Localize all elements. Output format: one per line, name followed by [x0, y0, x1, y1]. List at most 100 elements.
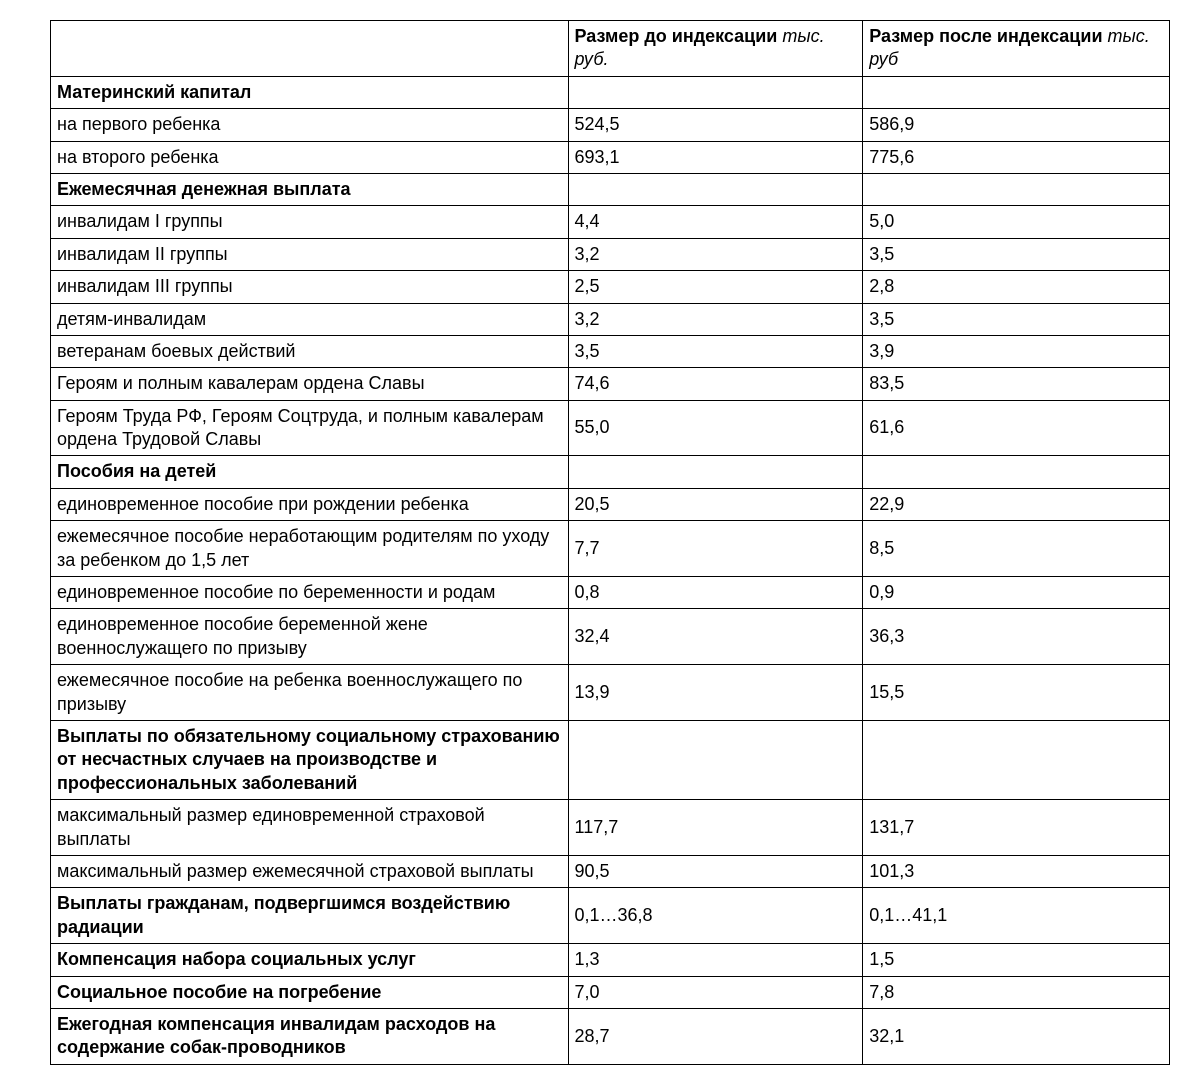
row-before: 0,8 — [568, 577, 863, 609]
row-before: 7,7 — [568, 521, 863, 577]
table-row: детям-инвалидам3,23,5 — [51, 303, 1170, 335]
table-row: Пособия на детей — [51, 456, 1170, 488]
row-after: 15,5 — [863, 665, 1170, 721]
row-after: 5,0 — [863, 206, 1170, 238]
row-label: инвалидам I группы — [51, 206, 569, 238]
table-row: инвалидам II группы3,23,5 — [51, 238, 1170, 270]
row-label: ежемесячное пособие на ребенка военнослу… — [51, 665, 569, 721]
row-before: 4,4 — [568, 206, 863, 238]
row-label: инвалидам III группы — [51, 271, 569, 303]
row-before: 693,1 — [568, 141, 863, 173]
row-label: Ежемесячная денежная выплата — [51, 173, 569, 205]
row-before: 3,2 — [568, 303, 863, 335]
row-label: ветеранам боевых действий — [51, 335, 569, 367]
header-after-bold: Размер после индексации — [869, 26, 1107, 46]
table-row: инвалидам III группы2,52,8 — [51, 271, 1170, 303]
table-row: максимальный размер ежемесячной страхово… — [51, 855, 1170, 887]
row-label: Героям и полным кавалерам ордена Славы — [51, 368, 569, 400]
header-after: Размер после индексации тыс. руб — [863, 21, 1170, 77]
table-row: единовременное пособие при рождении ребе… — [51, 488, 1170, 520]
row-after: 0,1…41,1 — [863, 888, 1170, 944]
row-label: Ежегодная компенсация инвалидам расходов… — [51, 1008, 569, 1064]
row-label: Выплаты по обязательному социальному стр… — [51, 720, 569, 799]
row-before: 13,9 — [568, 665, 863, 721]
row-after: 22,9 — [863, 488, 1170, 520]
row-after: 61,6 — [863, 400, 1170, 456]
table-row: Героям Труда РФ, Героям Соцтруда, и полн… — [51, 400, 1170, 456]
row-before: 0,1…36,8 — [568, 888, 863, 944]
row-label: Пособия на детей — [51, 456, 569, 488]
row-before: 3,5 — [568, 335, 863, 367]
row-label: единовременное пособие беременной жене в… — [51, 609, 569, 665]
row-before — [568, 76, 863, 108]
row-label: на первого ребенка — [51, 109, 569, 141]
row-after: 101,3 — [863, 855, 1170, 887]
row-before: 7,0 — [568, 976, 863, 1008]
row-after — [863, 173, 1170, 205]
table-row: Ежемесячная денежная выплата — [51, 173, 1170, 205]
row-after: 3,9 — [863, 335, 1170, 367]
row-after — [863, 456, 1170, 488]
row-after: 0,9 — [863, 577, 1170, 609]
row-before: 74,6 — [568, 368, 863, 400]
row-after: 3,5 — [863, 238, 1170, 270]
table-row: Героям и полным кавалерам ордена Славы74… — [51, 368, 1170, 400]
table-row: единовременное пособие по беременности и… — [51, 577, 1170, 609]
table-row: Выплаты гражданам, подвергшимся воздейст… — [51, 888, 1170, 944]
row-label: единовременное пособие при рождении ребе… — [51, 488, 569, 520]
row-before: 90,5 — [568, 855, 863, 887]
row-before: 32,4 — [568, 609, 863, 665]
header-empty — [51, 21, 569, 77]
row-before: 2,5 — [568, 271, 863, 303]
row-after: 3,5 — [863, 303, 1170, 335]
table-body: Материнский капитална первого ребенка524… — [51, 76, 1170, 1064]
table-row: ежемесячное пособие на ребенка военнослу… — [51, 665, 1170, 721]
row-label: Социальное пособие на погребение — [51, 976, 569, 1008]
table-row: Материнский капитал — [51, 76, 1170, 108]
row-before — [568, 456, 863, 488]
table-row: Выплаты по обязательному социальному стр… — [51, 720, 1170, 799]
row-before: 28,7 — [568, 1008, 863, 1064]
row-before: 3,2 — [568, 238, 863, 270]
row-label: максимальный размер ежемесячной страхово… — [51, 855, 569, 887]
header-before-bold: Размер до индексации — [575, 26, 783, 46]
row-before: 117,7 — [568, 800, 863, 856]
table-row: на второго ребенка693,1775,6 — [51, 141, 1170, 173]
table-row: ветеранам боевых действий3,53,9 — [51, 335, 1170, 367]
row-after: 1,5 — [863, 944, 1170, 976]
row-after: 2,8 — [863, 271, 1170, 303]
row-label: Материнский капитал — [51, 76, 569, 108]
row-after: 586,9 — [863, 109, 1170, 141]
row-before: 20,5 — [568, 488, 863, 520]
row-label: Компенсация набора социальных услуг — [51, 944, 569, 976]
row-label: детям-инвалидам — [51, 303, 569, 335]
row-after: 83,5 — [863, 368, 1170, 400]
row-after: 131,7 — [863, 800, 1170, 856]
table-row: ежемесячное пособие неработающим родител… — [51, 521, 1170, 577]
table-row: на первого ребенка524,5586,9 — [51, 109, 1170, 141]
row-label: на второго ребенка — [51, 141, 569, 173]
row-after: 36,3 — [863, 609, 1170, 665]
row-label: максимальный размер единовременной страх… — [51, 800, 569, 856]
row-after: 8,5 — [863, 521, 1170, 577]
row-before — [568, 173, 863, 205]
row-label: Выплаты гражданам, подвергшимся воздейст… — [51, 888, 569, 944]
row-after: 32,1 — [863, 1008, 1170, 1064]
table-row: Компенсация набора социальных услуг1,31,… — [51, 944, 1170, 976]
row-label: Героям Труда РФ, Героям Соцтруда, и полн… — [51, 400, 569, 456]
row-before — [568, 720, 863, 799]
table-row: Ежегодная компенсация инвалидам расходов… — [51, 1008, 1170, 1064]
table-row: Социальное пособие на погребение7,07,8 — [51, 976, 1170, 1008]
row-label: ежемесячное пособие неработающим родител… — [51, 521, 569, 577]
row-before: 1,3 — [568, 944, 863, 976]
row-after — [863, 76, 1170, 108]
table-row: максимальный размер единовременной страх… — [51, 800, 1170, 856]
row-after: 7,8 — [863, 976, 1170, 1008]
row-after: 775,6 — [863, 141, 1170, 173]
table-header-row: Размер до индексации тыс. руб. Размер по… — [51, 21, 1170, 77]
row-label: инвалидам II группы — [51, 238, 569, 270]
benefits-table: Размер до индексации тыс. руб. Размер по… — [50, 20, 1170, 1065]
row-label: единовременное пособие по беременности и… — [51, 577, 569, 609]
row-after — [863, 720, 1170, 799]
table-row: инвалидам I группы4,45,0 — [51, 206, 1170, 238]
